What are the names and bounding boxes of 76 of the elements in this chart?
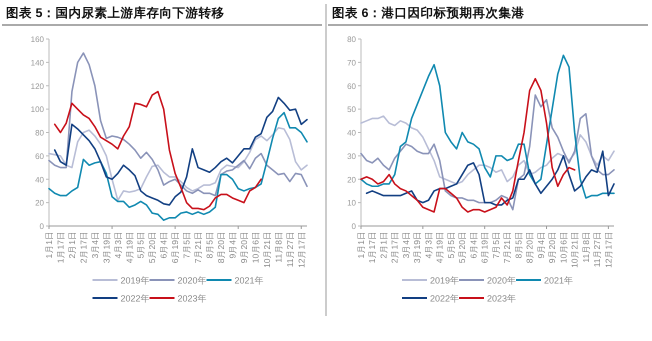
x-tick-label: 3月19日 bbox=[412, 231, 422, 264]
x-tick-label: 2月1日 bbox=[378, 231, 388, 258]
legend-label: 2022年 bbox=[430, 294, 460, 304]
x-tick-label: 10月6日 bbox=[250, 231, 260, 264]
x-tick-label: 9月20日 bbox=[238, 231, 249, 264]
x-tick-label: 9月20日 bbox=[547, 231, 558, 264]
x-tick-label: 6月19日 bbox=[170, 231, 180, 264]
y-tick-label: 40 bbox=[35, 175, 45, 184]
legend-label: 2022年 bbox=[120, 294, 150, 304]
x-tick-label: 7月5日 bbox=[490, 231, 501, 258]
x-tick-label: 7月5日 bbox=[182, 231, 192, 258]
legend-label: 2023年 bbox=[178, 294, 207, 304]
y-tick-label: 140 bbox=[30, 58, 45, 68]
legend-label: 2019年 bbox=[430, 276, 460, 286]
x-tick-label: 6月4日 bbox=[158, 231, 169, 258]
x-tick-label: 8月20日 bbox=[524, 231, 535, 264]
x-tick-label: 2月1日 bbox=[66, 231, 77, 258]
chart-title: 图表 5：国内尿素上游库存向下游转移 bbox=[6, 5, 224, 20]
x-tick-label: 10月21日 bbox=[262, 231, 272, 268]
y-tick-label: 30 bbox=[347, 152, 357, 161]
x-tick-label: 11月27日 bbox=[284, 231, 295, 268]
chart-title: 图表 6：港口因印标预期再次集港 bbox=[332, 5, 526, 20]
x-tick-label: 1月17日 bbox=[367, 231, 378, 264]
y-tick-label: 0 bbox=[352, 222, 357, 231]
y-tick-label: 100 bbox=[30, 105, 45, 114]
y-tick-label: 160 bbox=[30, 35, 45, 44]
x-tick-label: 3月19日 bbox=[101, 231, 112, 264]
x-tick-label: 2月17日 bbox=[390, 231, 400, 264]
x-tick-label: 12月17日 bbox=[603, 231, 614, 268]
x-tick-label: 10月6日 bbox=[558, 231, 568, 264]
y-tick-label: 80 bbox=[347, 35, 357, 44]
x-tick-label: 12月17日 bbox=[296, 231, 306, 268]
x-tick-label: 5月20日 bbox=[147, 231, 158, 264]
y-tick-label: 40 bbox=[347, 128, 357, 138]
y-tick-label: 120 bbox=[30, 82, 45, 91]
x-tick-label: 9月4日 bbox=[227, 231, 238, 258]
y-tick-label: 70 bbox=[347, 58, 357, 68]
y-tick-label: 80 bbox=[35, 128, 45, 138]
y-tick-label: 50 bbox=[347, 105, 357, 114]
x-tick-label: 3月4日 bbox=[90, 231, 100, 258]
x-tick-label: 11月8日 bbox=[580, 231, 591, 263]
y-tick-label: 10 bbox=[347, 198, 357, 208]
x-tick-label: 4月3日 bbox=[112, 231, 123, 258]
y-tick-label: 20 bbox=[347, 175, 357, 184]
x-tick-label: 10月21日 bbox=[570, 231, 580, 268]
x-tick-label: 7月21日 bbox=[502, 231, 512, 264]
x-tick-label: 4月19日 bbox=[434, 231, 445, 264]
x-tick-label: 4月3日 bbox=[423, 231, 434, 258]
x-tick-label: 6月4日 bbox=[468, 231, 478, 258]
x-tick-label: 7月21日 bbox=[193, 231, 204, 264]
x-tick-label: 1月1日 bbox=[44, 231, 54, 258]
x-tick-label: 9月4日 bbox=[536, 231, 546, 258]
legend-label: 2023年 bbox=[487, 294, 516, 304]
x-tick-label: 5月5日 bbox=[446, 231, 456, 258]
x-tick-label: 5月20日 bbox=[457, 231, 468, 264]
y-tick-label: 20 bbox=[35, 198, 45, 208]
x-tick-label: 8月20日 bbox=[216, 231, 226, 264]
x-tick-label: 8月5日 bbox=[513, 231, 524, 258]
x-tick-label: 8月5日 bbox=[204, 231, 215, 258]
x-tick-label: 3月4日 bbox=[400, 231, 411, 258]
legend-label: 2020年 bbox=[487, 276, 516, 286]
y-tick-label: 60 bbox=[347, 82, 357, 91]
x-tick-label: 1月1日 bbox=[356, 231, 366, 258]
x-tick-label: 11月27日 bbox=[592, 231, 602, 268]
x-tick-label: 1月17日 bbox=[55, 231, 66, 264]
legend-label: 2020年 bbox=[178, 276, 207, 286]
x-tick-label: 11月8日 bbox=[273, 231, 284, 263]
legend-label: 2021年 bbox=[544, 276, 574, 286]
x-tick-label: 2月17日 bbox=[78, 231, 88, 264]
x-tick-label: 5月5日 bbox=[136, 231, 146, 258]
y-tick-label: 60 bbox=[35, 152, 45, 161]
x-tick-label: 4月19日 bbox=[124, 231, 134, 264]
legend-label: 2019年 bbox=[120, 276, 150, 286]
x-tick-label: 6月19日 bbox=[480, 231, 490, 264]
legend-label: 2021年 bbox=[234, 276, 264, 286]
y-tick-label: 0 bbox=[40, 222, 45, 231]
